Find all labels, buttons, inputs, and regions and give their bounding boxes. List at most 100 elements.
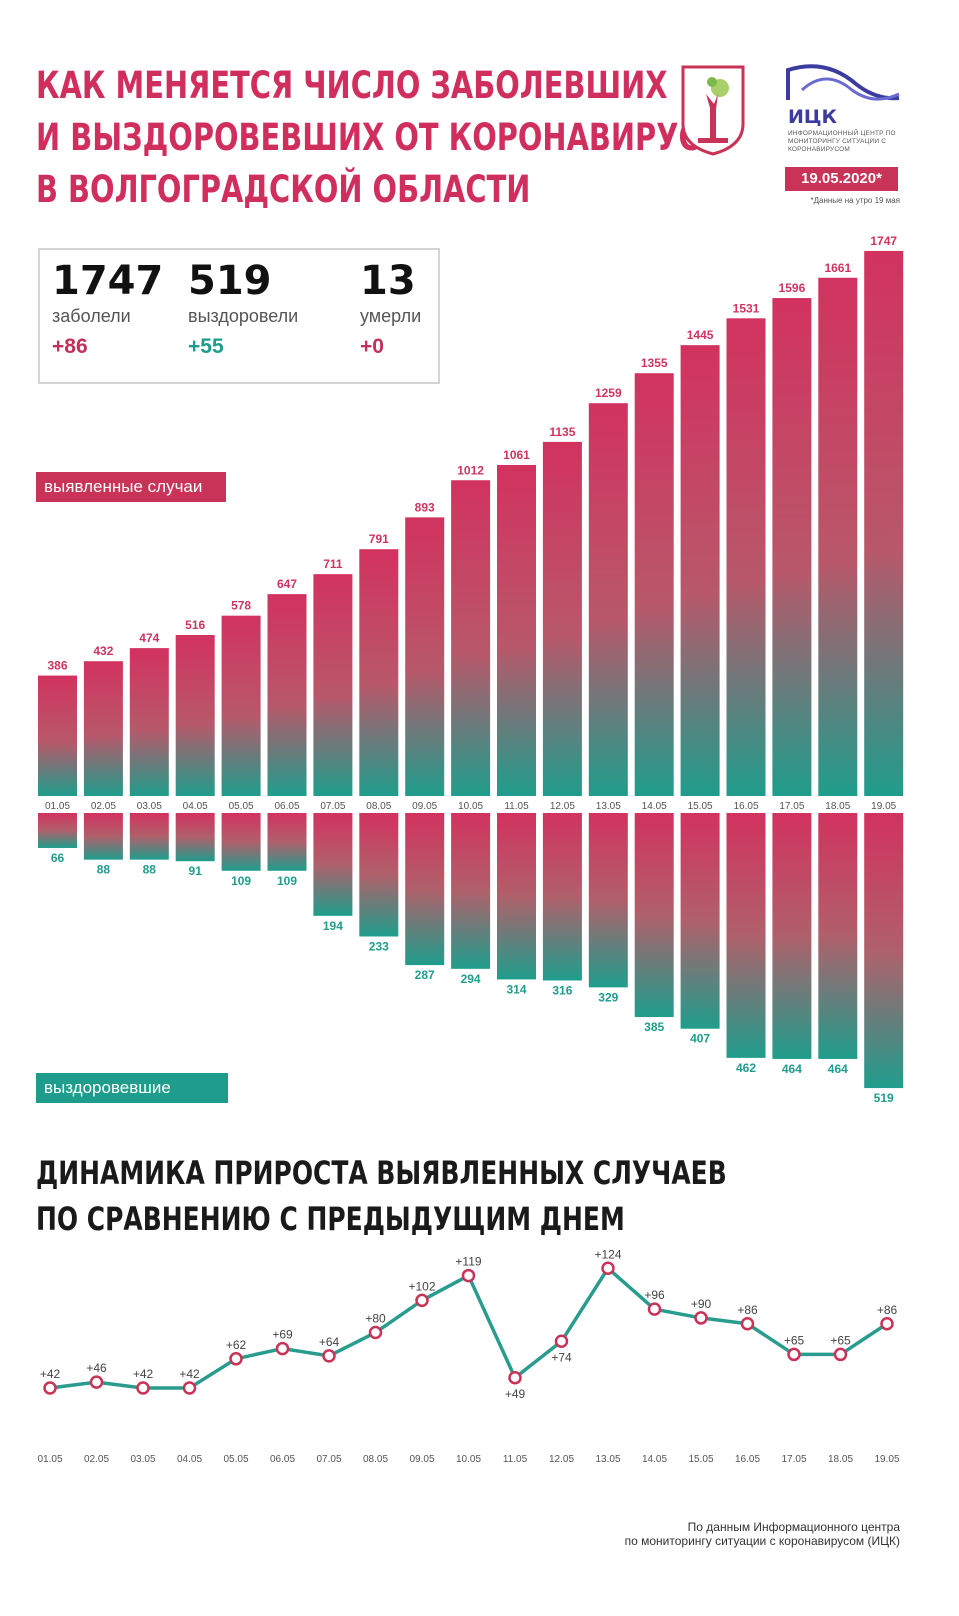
growth-value-label: +102 bbox=[408, 1279, 435, 1293]
cases-value-label: 1445 bbox=[687, 328, 714, 342]
growth-value-label: +46 bbox=[86, 1361, 107, 1375]
title-line-3: В ВОЛГОГРАДСКОЙ ОБЛАСТИ bbox=[36, 168, 531, 211]
line-chart-title: ДИНАМИКА ПРИРОСТА ВЫЯВЛЕННЫХ СЛУЧАЕВ ПО … bbox=[36, 1150, 727, 1242]
cases-bar bbox=[38, 675, 77, 796]
growth-point bbox=[89, 1375, 104, 1389]
subtitle-line-2: ПО СРАВНЕНИЮ С ПРЕДЫДУЩИМ ДНЕМ bbox=[36, 1200, 625, 1238]
recovered-value-label: 91 bbox=[189, 864, 203, 878]
title-line-1: КАК МЕНЯЕТСЯ ЧИСЛО ЗАБОЛЕВШИХ bbox=[36, 64, 668, 107]
recovered-bar bbox=[38, 813, 77, 848]
recovered-value-label: 109 bbox=[277, 874, 297, 888]
recovered-value-label: 385 bbox=[644, 1020, 664, 1034]
cases-bar bbox=[175, 635, 215, 796]
recovered-bar bbox=[405, 813, 445, 966]
growth-line bbox=[49, 1266, 888, 1390]
growth-value-label: +64 bbox=[319, 1335, 340, 1349]
recovered-value-label: 462 bbox=[736, 1061, 756, 1075]
cases-bar bbox=[772, 298, 812, 796]
growth-point bbox=[554, 1334, 569, 1349]
growth-value-label: +80 bbox=[365, 1312, 386, 1326]
cases-value-label: 578 bbox=[231, 599, 251, 613]
summary-stats-box: 1747 заболели +86 519 выздоровели +55 13… bbox=[38, 248, 440, 384]
date-badge: 19.05.2020* bbox=[785, 167, 898, 191]
growth-value-label: +74 bbox=[551, 1350, 572, 1364]
logo-caption: Информационный центр по мониторингу ситу… bbox=[788, 130, 896, 153]
growth-point bbox=[787, 1347, 801, 1362]
growth-value-label: +90 bbox=[691, 1297, 712, 1311]
growth-point bbox=[694, 1311, 708, 1325]
cases-value-label: 1135 bbox=[549, 425, 575, 439]
source-footer: По данным Информационного центра по мони… bbox=[540, 1520, 900, 1548]
date-tick-label: 10.05 bbox=[456, 1454, 481, 1465]
recovered-bar bbox=[542, 813, 582, 981]
cases-recovered-bar-chart: 386 01.05 66 432 02.05 88 474 03.05 88 516 04.05 91… bbox=[38, 234, 904, 1105]
growth-value-label: +119 bbox=[455, 1255, 481, 1269]
cases-value-label: 1747 bbox=[870, 234, 897, 248]
recovered-value-label: 287 bbox=[415, 968, 435, 982]
recovered-bar bbox=[359, 813, 399, 937]
stat-cases-label: заболели bbox=[52, 306, 131, 326]
growth-point bbox=[740, 1317, 755, 1331]
recovered-bar bbox=[818, 813, 858, 1059]
recovered-bar bbox=[221, 813, 261, 871]
recovered-value-label: 329 bbox=[598, 990, 618, 1004]
growth-point bbox=[880, 1317, 894, 1331]
recovered-bar bbox=[313, 813, 353, 916]
cases-bar bbox=[818, 277, 858, 796]
growth-point bbox=[647, 1302, 662, 1316]
volgograd-emblem-icon bbox=[681, 65, 745, 156]
growth-point bbox=[136, 1381, 150, 1395]
date-tick-label: 10.05 bbox=[458, 801, 483, 812]
date-tick-label: 04.05 bbox=[183, 801, 208, 812]
growth-point bbox=[833, 1347, 848, 1362]
recovered-bar bbox=[772, 813, 812, 1059]
recovered-value-label: 316 bbox=[552, 983, 572, 997]
growth-value-label: +65 bbox=[830, 1333, 851, 1347]
growth-point bbox=[508, 1371, 522, 1385]
cases-bar bbox=[864, 250, 904, 796]
date-tick-label: 07.05 bbox=[320, 801, 345, 812]
date-tick-label: 01.05 bbox=[37, 1454, 62, 1465]
cases-bar bbox=[726, 318, 766, 796]
growth-point bbox=[43, 1381, 57, 1395]
cases-value-label: 1012 bbox=[457, 463, 484, 477]
legend-recovered: выздоровевшие bbox=[36, 1073, 228, 1103]
cases-value-label: 893 bbox=[415, 500, 435, 514]
cases-bar bbox=[405, 517, 445, 796]
date-tick-label: 01.05 bbox=[45, 801, 70, 812]
recovered-value-label: 194 bbox=[323, 919, 343, 933]
growth-value-label: +42 bbox=[133, 1367, 154, 1381]
recovered-value-label: 407 bbox=[690, 1032, 710, 1046]
date-tick-label: 02.05 bbox=[84, 1454, 109, 1465]
cases-bar bbox=[588, 403, 628, 796]
date-tick-label: 16.05 bbox=[733, 801, 758, 812]
growth-point bbox=[275, 1341, 290, 1356]
date-tick-label: 11.05 bbox=[504, 801, 529, 812]
cases-value-label: 1596 bbox=[779, 281, 806, 295]
date-tick-label: 18.05 bbox=[825, 801, 850, 812]
recovered-value-label: 88 bbox=[97, 863, 111, 877]
recovered-bar bbox=[634, 813, 674, 1018]
recovered-bar bbox=[726, 813, 766, 1058]
stat-deaths-value: 13 bbox=[360, 258, 416, 304]
date-tick-label: 14.05 bbox=[642, 801, 667, 812]
date-tick-label: 19.05 bbox=[871, 801, 896, 812]
footer-line-2: по мониторингу ситуации с коронавирусом … bbox=[624, 1534, 900, 1548]
growth-value-label: +62 bbox=[226, 1338, 247, 1352]
date-tick-label: 05.05 bbox=[229, 801, 254, 812]
stat-cases: 1747 заболели +86 bbox=[52, 258, 163, 359]
cases-bar bbox=[267, 594, 307, 796]
stat-recovered-label: выздоровели bbox=[188, 306, 299, 326]
recovered-value-label: 314 bbox=[506, 982, 526, 996]
cases-value-label: 711 bbox=[323, 557, 343, 571]
legend-cases: выявленные случаи bbox=[36, 472, 226, 502]
date-tick-label: 03.05 bbox=[137, 801, 162, 812]
recovered-value-label: 233 bbox=[369, 939, 389, 953]
cases-bar bbox=[542, 441, 582, 796]
growth-value-label: +69 bbox=[272, 1328, 293, 1342]
date-tick-label: 11.05 bbox=[503, 1454, 528, 1465]
cases-value-label: 647 bbox=[277, 577, 297, 591]
growth-point bbox=[415, 1293, 429, 1308]
growth-value-label: +96 bbox=[644, 1288, 665, 1302]
cases-value-label: 1355 bbox=[641, 356, 668, 370]
